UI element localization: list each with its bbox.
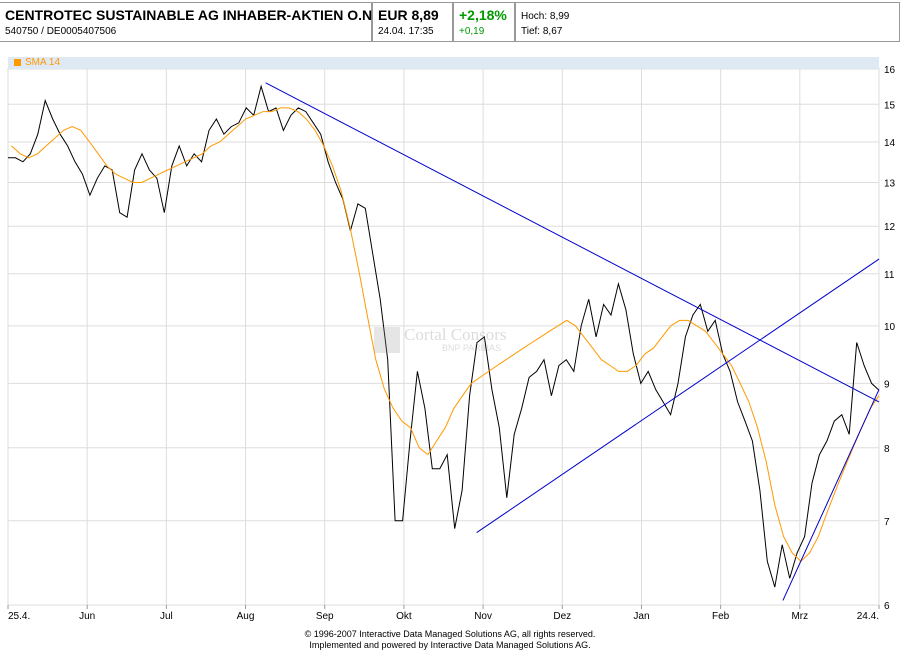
watermark-subtext: BNP PARIBAS [442, 343, 502, 353]
series-layer [8, 84, 880, 588]
price-line [8, 84, 880, 588]
trendline [782, 389, 880, 601]
day-high: Hoch: 8,99 [521, 11, 570, 22]
y-tick-label: 8 [884, 444, 890, 455]
quote-header: CENTROTEC SUSTAINABLE AG INHABER-AKTIEN … [0, 0, 900, 44]
trendline [265, 82, 880, 403]
change-percent: +2,18% [459, 7, 507, 23]
x-tick-label: 24.4. [857, 611, 879, 622]
x-tick-label: Jun [79, 611, 95, 622]
plot-area [7, 68, 880, 606]
y-tick-label: 13 [884, 178, 896, 189]
watermark-logo: Cortal Consors BNP PARIBAS [374, 325, 526, 355]
change-cell: +2,18% +0,19 [453, 2, 515, 42]
change-absolute: +0,19 [459, 26, 485, 37]
powered-by: Implemented and powered by Interactive D… [309, 640, 591, 650]
y-tick-label: 12 [884, 222, 896, 233]
day-low: Tief: 8,67 [521, 26, 563, 37]
security-name-cell: CENTROTEC SUSTAINABLE AG INHABER-AKTIEN … [0, 2, 376, 42]
security-ids: 540750 / DE0005407506 [5, 26, 117, 37]
x-tick-label: Sep [316, 611, 334, 622]
price-cell: EUR 8,89 24.04. 17:35 [372, 2, 453, 42]
x-tick-label: Mrz [791, 611, 808, 622]
y-tick-label: 16 [884, 65, 896, 76]
legend: SMA 14 [8, 57, 879, 69]
y-tick-label: 10 [884, 322, 896, 333]
x-tick-label: Jul [160, 611, 173, 622]
grid [7, 68, 880, 606]
y-tick-label: 7 [884, 517, 890, 528]
y-tick-label: 11 [884, 270, 895, 281]
y-tick-label: 9 [884, 379, 890, 390]
trendlines [265, 82, 880, 601]
x-tick-label: 25.4. [8, 611, 30, 622]
legend-swatch [14, 59, 21, 66]
watermark-text: Cortal Consors [404, 325, 507, 344]
x-tick-label: Feb [712, 611, 730, 622]
y-tick-label: 14 [884, 138, 896, 149]
x-tick-label: Dez [553, 611, 571, 622]
x-tick-label: Okt [396, 611, 412, 622]
sma-line [11, 107, 880, 562]
high-low-cell: Hoch: 8,99 Tief: 8,67 [515, 2, 900, 42]
copyright: © 1996-2007 Interactive Data Managed Sol… [304, 629, 596, 639]
security-name: CENTROTEC SUSTAINABLE AG INHABER-AKTIEN … [5, 7, 376, 23]
x-tick-label: Aug [237, 611, 255, 622]
watermark-icon [374, 327, 400, 353]
last-price: EUR 8,89 [378, 7, 439, 23]
x-tick-label: Jan [633, 611, 649, 622]
y-tick-label: 15 [884, 100, 896, 111]
trendline [476, 258, 880, 534]
axes: 6 7 8 9 10 11 12 13 14 15 16 25.4. Jun Jul Aug Sep Okt No… [7, 65, 896, 622]
y-tick-label: 6 [884, 601, 890, 612]
x-tick-label: Nov [474, 611, 492, 622]
quote-datetime: 24.04. 17:35 [378, 26, 434, 37]
legend-label: SMA 14 [25, 57, 61, 68]
